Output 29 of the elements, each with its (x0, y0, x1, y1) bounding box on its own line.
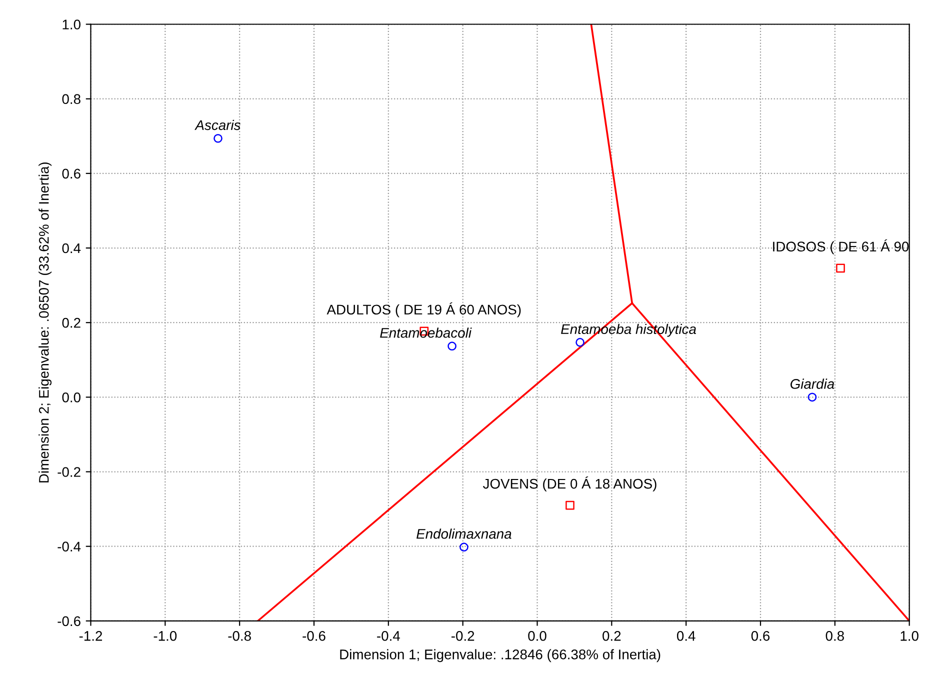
y-axis-title: Dimension 2; Eigenvalue: .06507 (33.62% of Inertia) (38, 162, 52, 482)
x-tick-label: -1.0 (154, 631, 177, 641)
x-tick-label: -0.8 (228, 631, 251, 641)
x-tick-label: 0.2 (602, 631, 621, 641)
y-tick-label: 0.4 (62, 243, 81, 254)
x-tick-label: -0.6 (302, 631, 326, 641)
data-label: Giardia (790, 378, 834, 389)
x-tick-label: -0.4 (377, 631, 400, 641)
y-tick-label: 0.8 (62, 94, 80, 104)
y-tick-label: -0.6 (58, 616, 80, 626)
data-label: Ascaris (194, 120, 240, 130)
x-axis-title: Dimension 1; Eigenvalue: .12846 (66.38% of Inertia) (340, 649, 660, 662)
y-tick-label: 0.0 (62, 392, 80, 402)
x-tick-label: 0.8 (826, 631, 844, 641)
data-label: IDOSOS ( DE 61 Á 90 (773, 239, 909, 254)
data-label: JOVENS (DE 0 Á 18 ANOS) (482, 476, 656, 492)
y-tick-label: -0.2 (58, 467, 80, 477)
x-tick-label: -0.2 (451, 631, 474, 641)
y-tick-label: -0.4 (58, 542, 81, 552)
y-tick-label: 1.0 (62, 20, 80, 30)
x-tick-label: 0.0 (528, 631, 546, 641)
x-tick-label: -1.2 (79, 631, 102, 641)
x-tick-label: 1.0 (900, 631, 918, 641)
x-tick-label: 0.4 (676, 631, 696, 641)
x-tick-label: 0.6 (751, 631, 770, 641)
data-label: ADULTOS ( DE 19 Á 60 ANOS) (326, 302, 521, 318)
y-tick-label: 0.2 (62, 318, 80, 328)
y-tick-label: 0.6 (62, 168, 80, 179)
data-label: Endolimaxnana (416, 528, 512, 539)
